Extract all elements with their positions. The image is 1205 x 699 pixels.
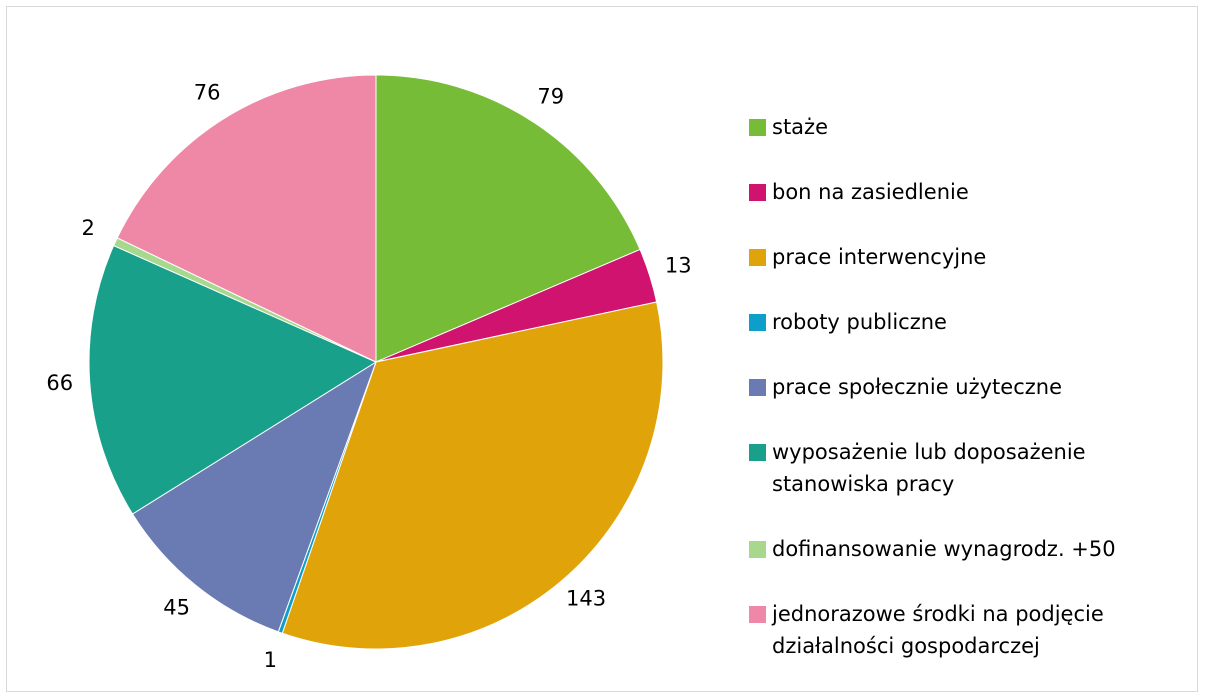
legend-swatch xyxy=(749,249,766,266)
legend-item: prace interwencyjne xyxy=(749,241,1179,273)
legend-label: roboty publiczne xyxy=(772,310,947,334)
legend-item: prace społecznie użyteczne xyxy=(749,371,1179,403)
legend-label: wyposażenie lub doposażenie stanowiska p… xyxy=(772,440,1086,496)
legend-label: prace interwencyjne xyxy=(772,245,987,269)
legend-swatch xyxy=(749,314,766,331)
legend-item: wyposażenie lub doposażenie stanowiska p… xyxy=(749,436,1179,500)
data-label: 1 xyxy=(264,648,277,672)
data-label: 45 xyxy=(163,595,190,619)
chart-border xyxy=(6,6,1198,692)
legend-swatch xyxy=(749,606,766,623)
legend-item: jednorazowe środki na podjęcie działalno… xyxy=(749,598,1179,662)
data-label: 2 xyxy=(81,216,94,240)
legend-swatch xyxy=(749,444,766,461)
legend: staże bon na zasiedlenie prace interwencyj… xyxy=(749,111,1179,695)
data-label: 13 xyxy=(665,253,692,277)
pie-slice xyxy=(116,74,377,363)
data-label: 76 xyxy=(194,81,221,105)
legend-label: staże xyxy=(772,115,828,139)
legend-item: staże xyxy=(749,111,1179,143)
pie-slice xyxy=(375,74,641,363)
legend-swatch xyxy=(749,184,766,201)
legend-swatch xyxy=(749,119,766,136)
data-label: 143 xyxy=(566,586,606,610)
legend-label: prace społecznie użyteczne xyxy=(772,375,1063,399)
pie-slice xyxy=(88,244,378,515)
legend-swatch xyxy=(749,541,766,558)
data-label: 66 xyxy=(46,371,73,395)
legend-label: bon na zasiedlenie xyxy=(772,180,969,204)
pie-slice xyxy=(281,301,664,650)
data-label: 79 xyxy=(537,85,564,109)
legend-label: dofinansowanie wynagrodz. +50 xyxy=(772,537,1116,561)
legend-item: dofinansowanie wynagrodz. +50 xyxy=(749,533,1179,565)
legend-swatch xyxy=(749,379,766,396)
pie-slice xyxy=(131,360,377,633)
legend-label: jednorazowe środki na podjęcie działalno… xyxy=(772,602,1104,658)
legend-item: roboty publiczne xyxy=(749,306,1179,338)
legend-item: bon na zasiedlenie xyxy=(749,176,1179,208)
